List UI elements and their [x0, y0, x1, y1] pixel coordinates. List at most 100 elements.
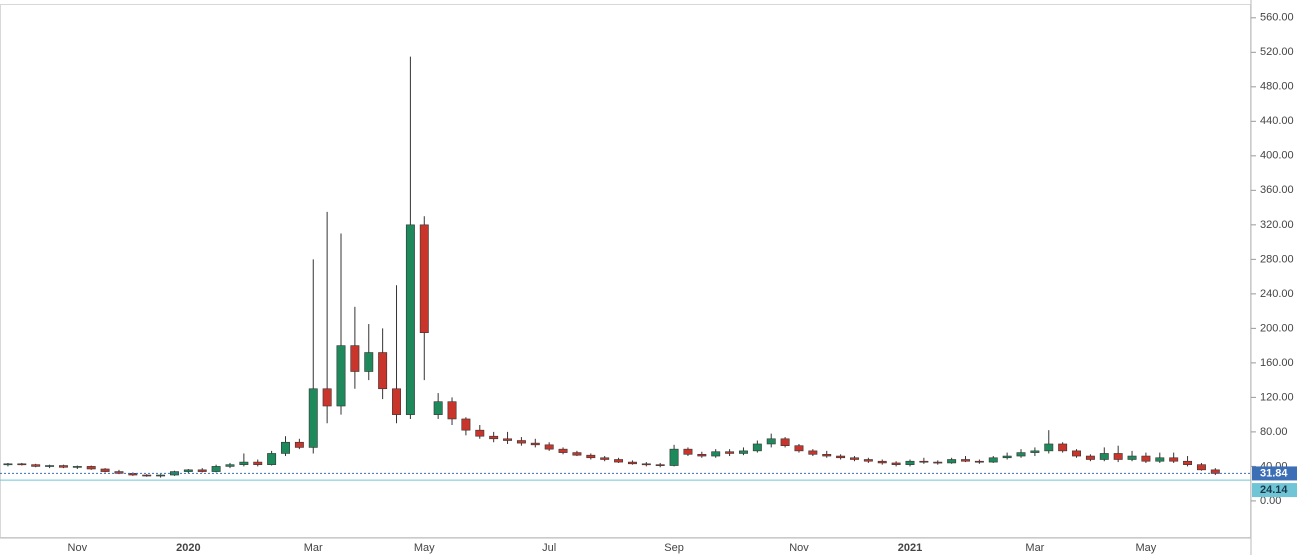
- candle-body: [961, 459, 970, 462]
- candle-body: [447, 401, 457, 420]
- x-tick-label: Nov: [68, 542, 88, 554]
- candle-body: [322, 388, 332, 407]
- price-tag: [1252, 466, 1297, 481]
- candle-body: [572, 452, 582, 456]
- candle-body: [17, 463, 27, 466]
- candle-body: [933, 461, 943, 464]
- candle-body: [725, 451, 735, 454]
- candle-body: [1127, 455, 1137, 460]
- candle-body: [156, 474, 166, 477]
- candle-body: [267, 453, 277, 465]
- candle-body: [170, 471, 179, 476]
- price-tag: [1252, 483, 1297, 498]
- candle-body: [766, 438, 776, 445]
- candle-body: [1210, 469, 1220, 474]
- candle-body: [808, 450, 818, 455]
- x-tick-label: Mar: [1025, 542, 1044, 554]
- candle-body: [405, 224, 415, 415]
- candle-body: [58, 465, 68, 468]
- y-tick-label: 120.00: [1260, 391, 1294, 403]
- candle-body: [475, 429, 485, 437]
- y-tick-label: 560.00: [1260, 12, 1294, 24]
- candle-body: [891, 462, 901, 465]
- candle-body: [905, 460, 915, 465]
- candle-body: [544, 444, 554, 450]
- candle-body: [3, 463, 13, 466]
- x-tick-label: 2021: [898, 542, 922, 554]
- candle-body: [1085, 455, 1095, 460]
- candle-body: [378, 352, 388, 390]
- price-tag-label: 31.84: [1260, 467, 1288, 479]
- candle-body: [253, 461, 263, 465]
- candle-body: [1141, 455, 1151, 462]
- candle-body: [1016, 452, 1026, 457]
- candle-body: [627, 461, 637, 465]
- candle-body: [586, 454, 596, 459]
- y-tick-label: 400.00: [1260, 150, 1294, 162]
- candle-body: [86, 466, 96, 470]
- x-tick-label: Jul: [542, 542, 556, 554]
- candle-body: [822, 454, 832, 457]
- candle-body: [239, 461, 249, 465]
- candle-body: [489, 435, 499, 440]
- candle-body: [780, 438, 790, 446]
- candle-body: [850, 457, 859, 460]
- price-tag-label: 24.14: [1260, 484, 1288, 496]
- y-tick-label: 480.00: [1260, 81, 1294, 93]
- candle-body: [225, 464, 235, 467]
- candle-body: [516, 440, 526, 444]
- candle-body: [738, 450, 748, 454]
- candle-body: [1044, 443, 1054, 452]
- candle-body: [197, 469, 207, 472]
- y-tick-label: 520.00: [1260, 46, 1294, 58]
- candle-body: [794, 445, 804, 452]
- candle-body: [1030, 450, 1040, 453]
- y-tick-label: 240.00: [1260, 288, 1294, 300]
- candle-body: [1196, 464, 1206, 471]
- y-tick-label: 80.00: [1260, 426, 1288, 438]
- candle-body: [863, 459, 873, 462]
- candle-body: [294, 441, 304, 448]
- candle-body: [1169, 457, 1179, 462]
- candle-body: [614, 459, 624, 463]
- candle-body: [1155, 457, 1165, 462]
- candle-body: [1072, 450, 1081, 457]
- candle-body: [142, 474, 152, 477]
- candle-body: [669, 448, 679, 466]
- candle-body: [600, 457, 610, 460]
- candle-body: [1058, 443, 1068, 452]
- x-tick-label: Mar: [304, 542, 323, 554]
- candle-body: [947, 459, 957, 464]
- x-tick-label: May: [1136, 542, 1157, 554]
- candle-body: [697, 454, 707, 457]
- candle-body: [503, 438, 513, 441]
- y-tick-label: 0.00: [1260, 495, 1281, 507]
- y-tick-label: 200.00: [1260, 322, 1294, 334]
- candle-body: [45, 465, 55, 467]
- candle-body: [281, 441, 290, 454]
- candle-body: [1113, 453, 1123, 460]
- candle-body: [711, 451, 721, 457]
- candle-body: [350, 345, 360, 372]
- y-tick-label: 360.00: [1260, 184, 1294, 196]
- candle-body: [461, 418, 471, 431]
- candle-body: [558, 448, 568, 453]
- plot-frame: [0, 4, 1251, 538]
- candle-body: [183, 469, 193, 472]
- y-tick-label: 320.00: [1260, 219, 1294, 231]
- x-tick-label: Sep: [664, 542, 684, 554]
- candle-body: [1002, 455, 1012, 459]
- y-tick-label: 160.00: [1260, 357, 1294, 369]
- candle-body: [974, 460, 984, 463]
- candle-body: [877, 460, 887, 464]
- candle-body: [336, 345, 346, 407]
- x-tick-label: 2020: [176, 542, 200, 554]
- candle-body: [308, 388, 318, 448]
- candle-body: [919, 460, 929, 463]
- candle-body: [72, 466, 82, 468]
- candle-body: [752, 443, 762, 452]
- candle-body: [31, 464, 41, 467]
- candle-body: [419, 224, 429, 333]
